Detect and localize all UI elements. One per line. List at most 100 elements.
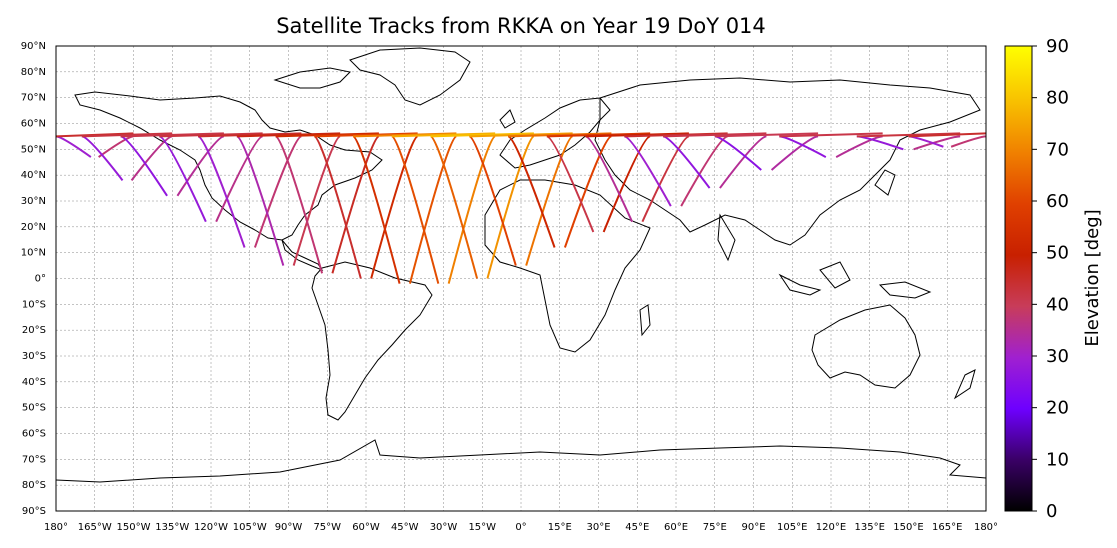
satellite-track-top (663, 132, 767, 138)
longitude-label: 180° (974, 522, 998, 533)
satellite-tracks (56, 132, 986, 284)
chart-title: Satellite Tracks from RKKA on Year 19 Do… (276, 14, 766, 38)
satellite-track (430, 135, 479, 279)
latitude-label: 80°N (21, 67, 46, 78)
colorbar: 0 10 20 30 40 50 60 70 80 90 Elevation [deg] (1004, 36, 1103, 522)
longitude-label: 60°E (664, 522, 688, 533)
colorbar-tick-label: 40 (1046, 294, 1069, 315)
satellite-track-top (624, 132, 728, 138)
colorbar-tick-label: 70 (1046, 139, 1069, 160)
satellite-track (391, 135, 440, 284)
latitude-label: 90°S (22, 506, 46, 517)
satellite-track-top (508, 132, 612, 138)
longitude-label: 105°W (233, 522, 267, 533)
satellite-track (98, 135, 134, 158)
satellite-track (352, 135, 401, 284)
satellite-track (913, 135, 961, 151)
longitude-label: 45°W (391, 522, 419, 533)
satellite-track (602, 135, 651, 233)
satellite-track (835, 135, 883, 158)
latitude-label: 0° (35, 274, 46, 285)
satellite-track (253, 135, 302, 248)
latitude-label: 40°S (22, 377, 46, 388)
satellite-track (779, 135, 827, 158)
longitude-label: 15°E (548, 522, 572, 533)
satellite-track (563, 135, 612, 248)
longitude-label: 15°W (468, 522, 496, 533)
satellite-track (370, 135, 419, 279)
satellite-track (447, 135, 496, 284)
latitude-label: 20°N (21, 222, 46, 233)
latitude-label: 30°S (22, 351, 46, 362)
latitude-labels: 90°N 80°N 70°N 60°N 50°N 40°N 30°N 20°N 10°N 0° 10… (21, 41, 46, 517)
satellite-track-top (714, 132, 819, 138)
satellite-track (313, 135, 362, 279)
longitude-label: 30°E (586, 522, 610, 533)
longitude-label: 0° (515, 522, 526, 533)
longitude-label: 75°W (313, 522, 341, 533)
satellite-track (525, 135, 574, 266)
satellite-track (176, 135, 225, 197)
longitude-label: 90°W (275, 522, 303, 533)
latitude-label: 20°S (22, 325, 46, 336)
colorbar-tick-label: 10 (1046, 449, 1069, 470)
longitude-label: 60°W (352, 522, 380, 533)
longitude-label: 150°W (117, 522, 151, 533)
longitude-label: 165°W (78, 522, 112, 533)
satellite-track-top (585, 132, 689, 138)
satellite-track-top (198, 132, 302, 138)
longitude-label: 120°W (194, 522, 228, 533)
latitude-label: 70°S (22, 454, 46, 465)
map-frame (55, 45, 987, 512)
longitude-label: 165°E (932, 522, 962, 533)
colorbar-tick-label: 0 (1046, 501, 1057, 522)
satellite-track (158, 135, 207, 223)
latitude-label: 10°N (21, 248, 46, 259)
colorbar-tick-label: 50 (1046, 243, 1069, 264)
satellite-track-top (779, 132, 883, 138)
colorbar-tick-label: 90 (1046, 36, 1069, 57)
satellite-track-top (546, 132, 651, 138)
satellite-track (331, 135, 380, 274)
colorbar-label: Elevation [deg] (1082, 209, 1103, 346)
longitude-label: 30°W (430, 522, 458, 533)
satellite-track-top (120, 132, 224, 138)
satellite-track (56, 135, 92, 158)
longitude-label: 180° (44, 522, 68, 533)
satellite-track (950, 135, 986, 148)
colorbar-ticks: 0 10 20 30 40 50 60 70 80 90 (1032, 36, 1069, 522)
satellite-track-top (353, 132, 457, 138)
satellite-track (236, 135, 285, 266)
satellite-track-top (469, 132, 573, 138)
colorbar-tick-label: 30 (1046, 346, 1069, 367)
satellite-track (623, 135, 672, 207)
longitude-label: 75°E (703, 522, 727, 533)
latitude-label: 90°N (21, 41, 46, 52)
satellite-track (81, 135, 124, 181)
latitude-label: 50°N (21, 144, 46, 155)
colorbar-gradient (1004, 45, 1033, 512)
longitude-label: 105°E (777, 522, 807, 533)
satellite-track-top (159, 132, 263, 138)
satellite-track-top (430, 132, 534, 138)
satellite-track-top (856, 132, 961, 138)
satellite-track (468, 135, 517, 266)
longitude-label: 135°W (155, 522, 189, 533)
latitude-label: 60°N (21, 119, 46, 130)
longitude-labels: 180° 165°W 150°W 135°W 120°W 105°W 90°W 75°W 60°… (44, 522, 998, 533)
graticule (55, 45, 987, 512)
satellite-track (680, 135, 729, 207)
satellite-track-top (314, 132, 418, 138)
longitude-label: 150°E (893, 522, 923, 533)
colorbar-tick-label: 60 (1046, 191, 1069, 212)
longitude-label: 120°E (816, 522, 846, 533)
satellite-track (641, 135, 690, 223)
satellite-track (408, 135, 457, 284)
satellite-track-top (56, 132, 134, 138)
colorbar-tick-label: 80 (1046, 88, 1069, 109)
longitude-label: 135°E (855, 522, 885, 533)
longitude-label: 90°E (741, 522, 765, 533)
satellite-track (546, 135, 595, 233)
satellite-track (215, 135, 264, 223)
latitude-label: 60°S (22, 429, 46, 440)
